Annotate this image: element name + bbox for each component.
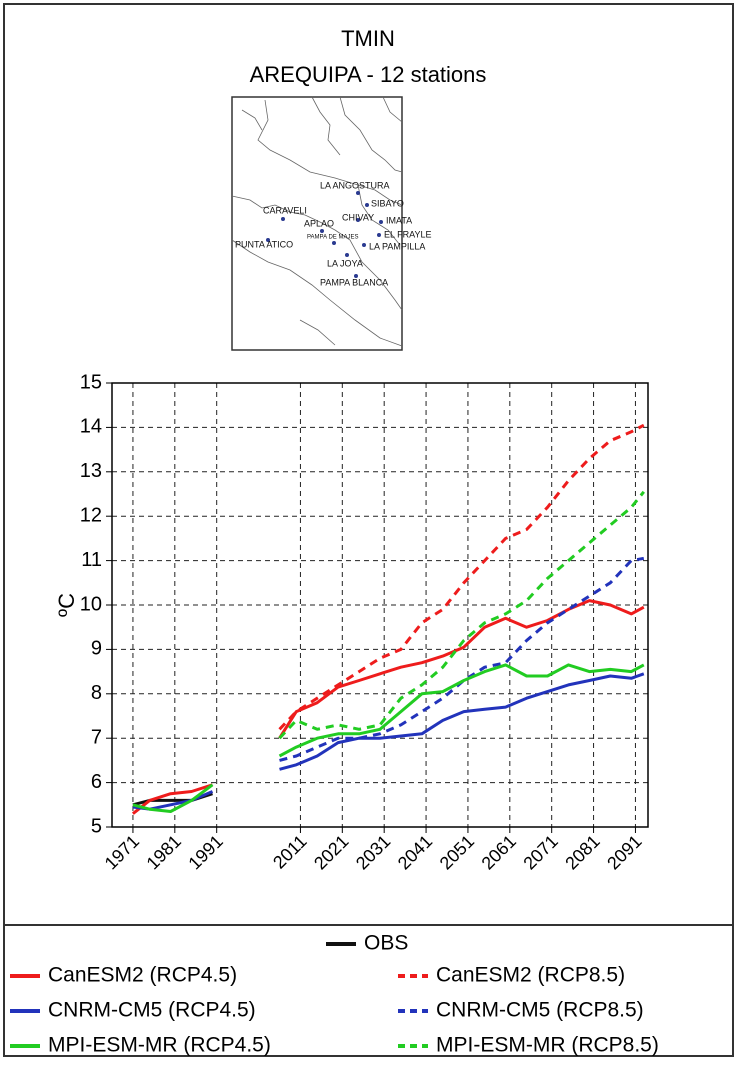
legend-label: CNRM-CM5 (RCP4.5) [48, 999, 256, 1022]
legend-label: CNRM-CM5 (RCP8.5) [436, 999, 644, 1022]
plot-frame [111, 382, 649, 828]
chart-subtitle: AREQUIPA - 12 stations [250, 62, 487, 87]
station-dot [266, 238, 270, 242]
legend [3, 924, 734, 1057]
map-frame [231, 96, 403, 351]
legend-label: OBS [364, 932, 408, 955]
y-tick-label: 6 [91, 771, 102, 793]
y-tick-label: 11 [81, 549, 102, 571]
legend-label: MPI-ESM-MR (RCP4.5) [48, 1034, 271, 1057]
station-label: LA JOYA [327, 258, 363, 268]
station-dot [332, 241, 336, 245]
station-label: LA ANGOSTURA [320, 180, 390, 190]
station-label: LA PAMPILLA [369, 241, 425, 251]
y-tick-label: 9 [91, 638, 102, 660]
legend-label: MPI-ESM-MR (RCP8.5) [436, 1034, 659, 1057]
station-dot [345, 253, 349, 257]
legend-label: CanESM2 (RCP4.5) [48, 964, 237, 987]
y-tick-label: 10 [80, 593, 102, 615]
chart-title: TMIN [341, 26, 395, 51]
map-inset: LA ANGOSTURA SIBAYO CARAVELI CHIVAY IMATA APL… [231, 96, 432, 351]
legend-entries: OBS CanESM2 (RCP4.5) CanESM2 (RCP8.5) CNRM-… [10, 932, 659, 1057]
station-dot [281, 217, 285, 221]
series-line [278, 490, 645, 740]
y-tick-label: 5 [91, 815, 102, 837]
station-label: EL FRAYLE [384, 229, 432, 239]
y-tick-label: 15 [80, 371, 102, 393]
station-dot [356, 218, 360, 222]
station-label: SIBAYO [371, 198, 404, 208]
y-tick-label: 13 [80, 460, 102, 482]
series-line [279, 556, 645, 762]
station-label: PUNTA ATICO [235, 239, 293, 249]
station-dot [354, 274, 358, 278]
station-label: PAMPA BLANCA [320, 277, 388, 287]
station-dot [362, 243, 366, 247]
y-tick-label: 8 [91, 682, 102, 704]
station-dot [356, 191, 360, 195]
series-line [132, 663, 645, 813]
station-label: CARAVELI [263, 205, 307, 215]
station-dot [377, 233, 381, 237]
station-dot [320, 229, 324, 233]
series-line [278, 423, 645, 731]
station-label: CHIVAY [342, 212, 374, 222]
y-axis-label: ºC [54, 593, 79, 617]
y-tick-label: 7 [91, 726, 102, 748]
station-dot [365, 203, 369, 207]
map-borders [231, 96, 403, 347]
station-label: IMATA [386, 215, 412, 225]
series-line [131, 599, 645, 815]
station-label: APLAO [304, 218, 334, 228]
y-tick-label: 14 [80, 416, 102, 438]
legend-label: CanESM2 (RCP8.5) [436, 964, 625, 987]
station-dot [379, 220, 383, 224]
y-tick-label: 12 [80, 504, 102, 526]
station-label: PAMPA DE MAJES [307, 235, 358, 241]
